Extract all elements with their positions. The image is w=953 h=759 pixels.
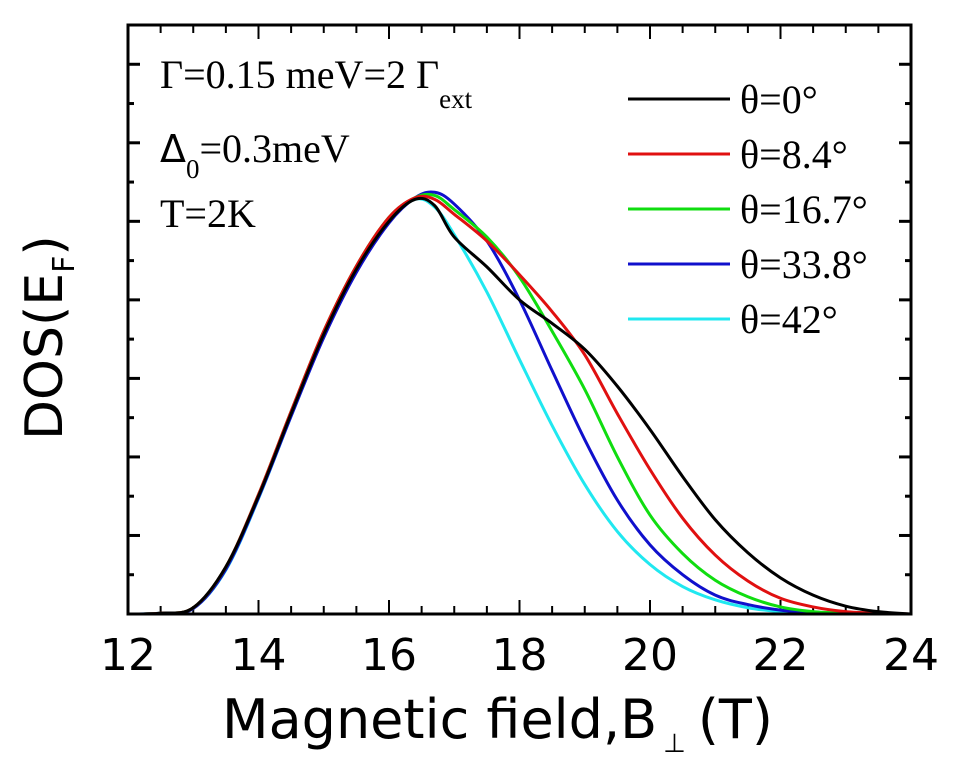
data-curves <box>127 190 912 616</box>
x-tick-label: 20 <box>622 630 678 681</box>
legend-label: θ=8.4° <box>740 132 848 177</box>
legend-label: θ=42° <box>740 297 838 342</box>
plot-frame <box>126 23 913 616</box>
x-tick-label: 22 <box>753 630 809 681</box>
x-tick-label: 16 <box>361 630 417 681</box>
x-tick-label: 14 <box>231 630 287 681</box>
x-tick-labels: 12 14 16 18 20 22 24 <box>100 630 939 681</box>
legend-label: θ=16.7° <box>740 187 868 232</box>
legend-label: θ=0° <box>740 77 818 122</box>
annotation-delta: Δ0=0.3meV <box>160 126 350 184</box>
y-axis-label: DOS(EF) <box>15 235 82 440</box>
x-tick-label: 18 <box>492 630 548 681</box>
annotation-temperature: T=2K <box>160 191 256 236</box>
x-axis-label: Magnetic field,B ⊥ (T) <box>222 688 773 759</box>
x-tick-label: 24 <box>883 630 939 681</box>
x-tick-label: 12 <box>100 630 156 681</box>
annotation-gamma: Γ=0.15 meV=2 Γext <box>160 52 473 114</box>
legend: θ=0° θ=8.4° θ=16.7° θ=33.8° θ=42° <box>628 77 868 342</box>
series-line <box>127 196 912 616</box>
legend-label: θ=33.8° <box>740 242 868 287</box>
